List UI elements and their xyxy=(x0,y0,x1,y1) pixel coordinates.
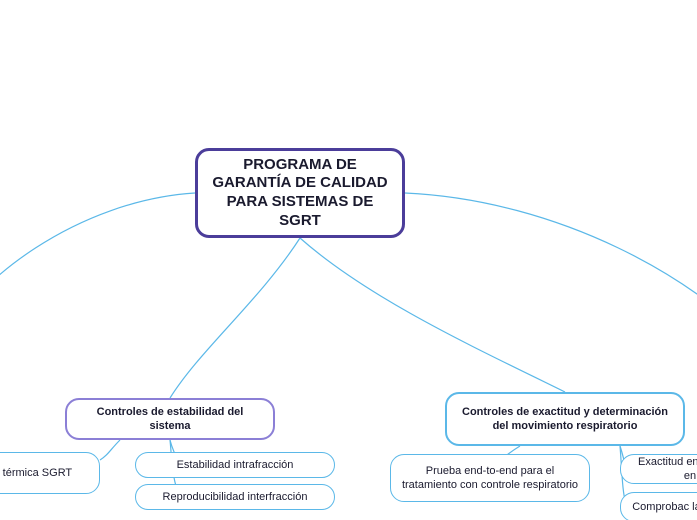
connector xyxy=(170,238,300,398)
leaf-node-3[interactable]: Prueba end-to-end para el tratamiento co… xyxy=(390,454,590,502)
leaf-label: Estabilidad intrafracción xyxy=(177,458,294,472)
connector xyxy=(100,440,120,460)
leaf-node-0[interactable]: zación térmica SGRT xyxy=(0,452,100,494)
leaf-node-2[interactable]: Reproducibilidad interfracción xyxy=(135,484,335,510)
leaf-label: Exactitud en espacial en xyxy=(631,455,697,484)
root-node[interactable]: PROGRAMA DE GARANTÍA DE CALIDAD PARA SIS… xyxy=(195,148,405,238)
connector xyxy=(0,193,195,350)
leaf-label: Reproducibilidad interfracción xyxy=(163,490,308,504)
leaf-node-4[interactable]: Exactitud en espacial en xyxy=(620,454,697,484)
branch-right[interactable]: Controles de exactitud y determinación d… xyxy=(445,392,685,446)
connector xyxy=(300,238,565,392)
leaf-node-5[interactable]: Comprobac latencias te xyxy=(620,492,697,520)
leaf-label: Comprobac latencias te xyxy=(632,500,697,514)
branch-left[interactable]: Controles de estabilidad del sistema xyxy=(65,398,275,440)
connector xyxy=(405,193,697,350)
root-label: PROGRAMA DE GARANTÍA DE CALIDAD PARA SIS… xyxy=(208,156,392,231)
leaf-node-1[interactable]: Estabilidad intrafracción xyxy=(135,452,335,478)
branch-label: Controles de estabilidad del sistema xyxy=(77,405,263,434)
branch-label: Controles de exactitud y determinación d… xyxy=(457,405,673,434)
leaf-label: Prueba end-to-end para el tratamiento co… xyxy=(401,464,579,493)
leaf-label: zación térmica SGRT xyxy=(0,466,72,480)
